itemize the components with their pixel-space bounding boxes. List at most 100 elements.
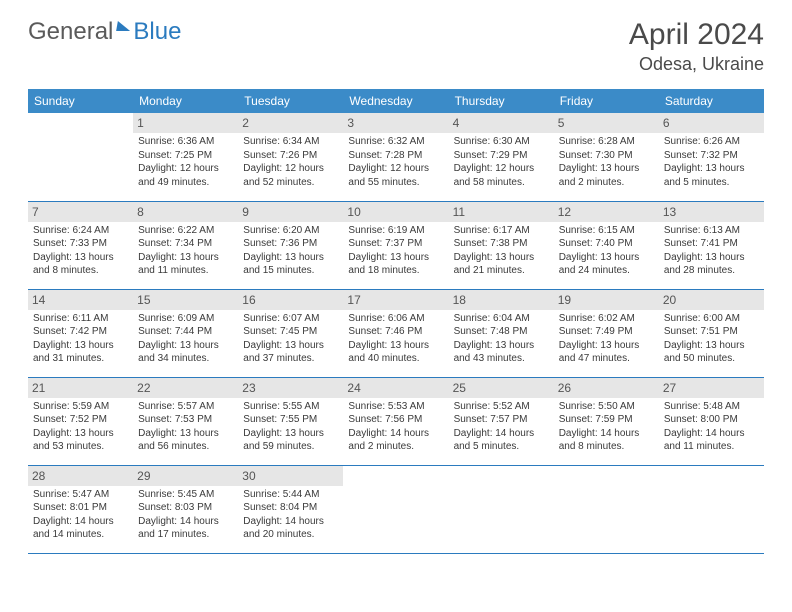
day-number: 9 [238, 202, 343, 222]
calendar-cell: 13Sunrise: 6:13 AMSunset: 7:41 PMDayligh… [659, 201, 764, 289]
day-number: 2 [238, 113, 343, 133]
calendar-cell: 17Sunrise: 6:06 AMSunset: 7:46 PMDayligh… [343, 289, 448, 377]
cell-d1: Daylight: 14 hours [664, 427, 759, 441]
cell-sr: Sunrise: 6:34 AM [243, 135, 338, 149]
day-number: 1 [133, 113, 238, 133]
calendar-cell: 5Sunrise: 6:28 AMSunset: 7:30 PMDaylight… [554, 113, 659, 201]
cell-sr: Sunrise: 6:00 AM [664, 312, 759, 326]
day-number: 18 [449, 290, 554, 310]
cell-d1: Daylight: 13 hours [454, 251, 549, 265]
cell-d1: Daylight: 13 hours [348, 251, 443, 265]
calendar-cell: 10Sunrise: 6:19 AMSunset: 7:37 PMDayligh… [343, 201, 448, 289]
weekday-header: Saturday [659, 89, 764, 113]
cell-d1: Daylight: 13 hours [664, 251, 759, 265]
day-number: 25 [449, 378, 554, 398]
cell-ss: Sunset: 8:03 PM [138, 501, 233, 515]
cell-ss: Sunset: 7:46 PM [348, 325, 443, 339]
cell-d2: and 28 minutes. [664, 264, 759, 278]
cell-d2: and 52 minutes. [243, 176, 338, 190]
calendar-cell: 6Sunrise: 6:26 AMSunset: 7:32 PMDaylight… [659, 113, 764, 201]
calendar-table: SundayMondayTuesdayWednesdayThursdayFrid… [28, 89, 764, 554]
calendar-week: .1Sunrise: 6:36 AMSunset: 7:25 PMDayligh… [28, 113, 764, 201]
cell-d1: Daylight: 12 hours [454, 162, 549, 176]
cell-sr: Sunrise: 6:17 AM [454, 224, 549, 238]
day-number: 26 [554, 378, 659, 398]
cell-d1: Daylight: 14 hours [454, 427, 549, 441]
cell-d1: Daylight: 13 hours [33, 251, 128, 265]
calendar-cell: 9Sunrise: 6:20 AMSunset: 7:36 PMDaylight… [238, 201, 343, 289]
cell-d1: Daylight: 13 hours [559, 251, 654, 265]
calendar-cell: 15Sunrise: 6:09 AMSunset: 7:44 PMDayligh… [133, 289, 238, 377]
cell-d2: and 59 minutes. [243, 440, 338, 454]
calendar-cell: . [554, 465, 659, 553]
cell-d1: Daylight: 13 hours [559, 162, 654, 176]
cell-d2: and 8 minutes. [559, 440, 654, 454]
calendar-cell: 28Sunrise: 5:47 AMSunset: 8:01 PMDayligh… [28, 465, 133, 553]
cell-d2: and 14 minutes. [33, 528, 128, 542]
calendar-cell: 30Sunrise: 5:44 AMSunset: 8:04 PMDayligh… [238, 465, 343, 553]
cell-ss: Sunset: 7:28 PM [348, 149, 443, 163]
calendar-cell: 4Sunrise: 6:30 AMSunset: 7:29 PMDaylight… [449, 113, 554, 201]
calendar-cell: 18Sunrise: 6:04 AMSunset: 7:48 PMDayligh… [449, 289, 554, 377]
cell-ss: Sunset: 7:34 PM [138, 237, 233, 251]
cell-sr: Sunrise: 6:32 AM [348, 135, 443, 149]
cell-d2: and 56 minutes. [138, 440, 233, 454]
cell-sr: Sunrise: 6:13 AM [664, 224, 759, 238]
calendar-cell: 14Sunrise: 6:11 AMSunset: 7:42 PMDayligh… [28, 289, 133, 377]
day-number: 16 [238, 290, 343, 310]
calendar-cell: . [449, 465, 554, 553]
calendar-cell: 3Sunrise: 6:32 AMSunset: 7:28 PMDaylight… [343, 113, 448, 201]
cell-sr: Sunrise: 6:19 AM [348, 224, 443, 238]
cell-ss: Sunset: 8:00 PM [664, 413, 759, 427]
weekday-header: Tuesday [238, 89, 343, 113]
cell-ss: Sunset: 7:55 PM [243, 413, 338, 427]
cell-d2: and 15 minutes. [243, 264, 338, 278]
day-number: 14 [28, 290, 133, 310]
cell-d2: and 58 minutes. [454, 176, 549, 190]
calendar-cell: 27Sunrise: 5:48 AMSunset: 8:00 PMDayligh… [659, 377, 764, 465]
day-number: 17 [343, 290, 448, 310]
cell-sr: Sunrise: 6:02 AM [559, 312, 654, 326]
cell-d2: and 8 minutes. [33, 264, 128, 278]
cell-sr: Sunrise: 5:44 AM [243, 488, 338, 502]
cell-ss: Sunset: 7:48 PM [454, 325, 549, 339]
logo-text-part2: Blue [133, 18, 181, 46]
calendar-cell: 24Sunrise: 5:53 AMSunset: 7:56 PMDayligh… [343, 377, 448, 465]
cell-ss: Sunset: 7:59 PM [559, 413, 654, 427]
calendar-body: .1Sunrise: 6:36 AMSunset: 7:25 PMDayligh… [28, 113, 764, 553]
calendar-cell: 8Sunrise: 6:22 AMSunset: 7:34 PMDaylight… [133, 201, 238, 289]
day-number: 6 [659, 113, 764, 133]
cell-ss: Sunset: 8:04 PM [243, 501, 338, 515]
cell-sr: Sunrise: 5:52 AM [454, 400, 549, 414]
calendar-cell: 29Sunrise: 5:45 AMSunset: 8:03 PMDayligh… [133, 465, 238, 553]
cell-ss: Sunset: 7:38 PM [454, 237, 549, 251]
cell-sr: Sunrise: 6:24 AM [33, 224, 128, 238]
day-number: 3 [343, 113, 448, 133]
cell-d1: Daylight: 14 hours [138, 515, 233, 529]
cell-sr: Sunrise: 5:57 AM [138, 400, 233, 414]
cell-sr: Sunrise: 6:09 AM [138, 312, 233, 326]
cell-ss: Sunset: 7:32 PM [664, 149, 759, 163]
cell-sr: Sunrise: 5:59 AM [33, 400, 128, 414]
calendar-cell: 11Sunrise: 6:17 AMSunset: 7:38 PMDayligh… [449, 201, 554, 289]
cell-d1: Daylight: 13 hours [33, 427, 128, 441]
cell-d2: and 20 minutes. [243, 528, 338, 542]
cell-d1: Daylight: 14 hours [33, 515, 128, 529]
calendar-cell: . [343, 465, 448, 553]
cell-d1: Daylight: 13 hours [138, 339, 233, 353]
calendar-cell: . [659, 465, 764, 553]
cell-d2: and 18 minutes. [348, 264, 443, 278]
day-number: 21 [28, 378, 133, 398]
cell-d2: and 43 minutes. [454, 352, 549, 366]
day-number: 4 [449, 113, 554, 133]
cell-d2: and 5 minutes. [454, 440, 549, 454]
cell-sr: Sunrise: 5:47 AM [33, 488, 128, 502]
calendar-week: 21Sunrise: 5:59 AMSunset: 7:52 PMDayligh… [28, 377, 764, 465]
cell-sr: Sunrise: 6:28 AM [559, 135, 654, 149]
calendar-cell: 16Sunrise: 6:07 AMSunset: 7:45 PMDayligh… [238, 289, 343, 377]
cell-ss: Sunset: 7:36 PM [243, 237, 338, 251]
cell-d1: Daylight: 14 hours [243, 515, 338, 529]
cell-ss: Sunset: 7:57 PM [454, 413, 549, 427]
cell-d1: Daylight: 13 hours [454, 339, 549, 353]
cell-ss: Sunset: 7:41 PM [664, 237, 759, 251]
